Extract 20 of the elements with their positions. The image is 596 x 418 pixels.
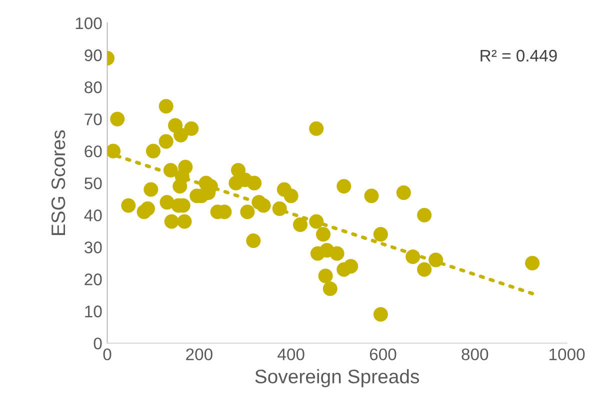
y-tick-label: 40: [84, 210, 102, 222]
x-tick-label: 600: [370, 348, 396, 360]
x-tick-label: 400: [278, 348, 304, 360]
y-tick-label: 0: [94, 338, 102, 350]
y-tick-label: 80: [84, 81, 102, 94]
y-tick-label: 60: [84, 145, 102, 158]
y-tick-label: 70: [84, 113, 102, 126]
y-tick-label: 100: [76, 17, 102, 30]
x-tick-label: 1000: [550, 348, 585, 360]
x-tick-label: 0: [103, 348, 112, 360]
y-tick-label: 30: [84, 242, 102, 254]
annotation: R² = 0.449: [480, 50, 557, 62]
y-axis-title: ESG Scores: [51, 130, 66, 235]
y-tick-label: 20: [84, 274, 102, 286]
y-tick-label: 90: [84, 49, 102, 62]
y-tick-label: 10: [85, 306, 102, 318]
x-axis-title: Sovereign Spreads: [255, 369, 420, 388]
x-tick-label: 200: [186, 348, 212, 360]
y-tick-label: 50: [84, 177, 102, 190]
x-tick-label: 800: [462, 348, 488, 360]
